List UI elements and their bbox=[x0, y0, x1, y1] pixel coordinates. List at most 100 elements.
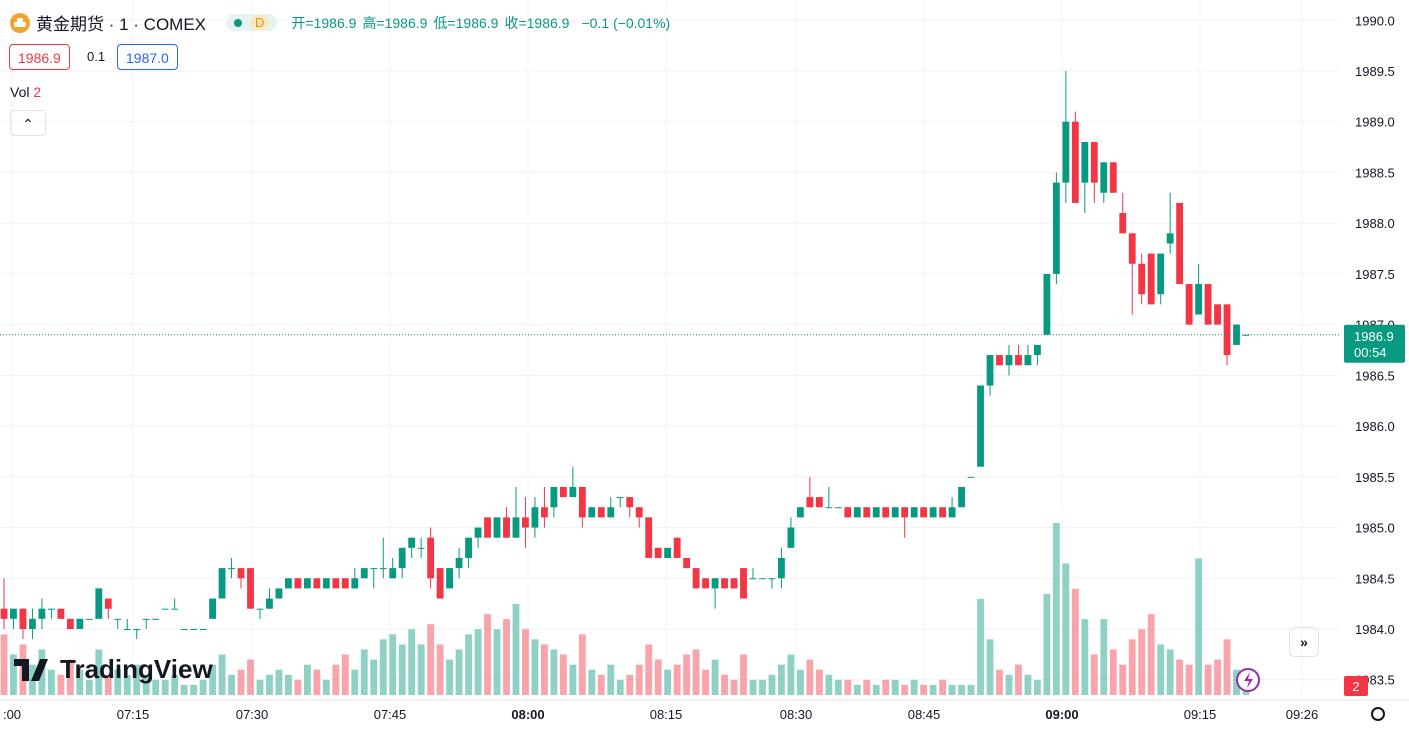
candle-body bbox=[1204, 284, 1212, 325]
volume-bar bbox=[47, 669, 55, 695]
volume-bar bbox=[123, 674, 131, 695]
ohlc-label: 高= bbox=[362, 14, 385, 31]
y-tick-label: 1986.0 bbox=[1355, 419, 1395, 434]
volume-bar bbox=[1005, 674, 1013, 695]
candle-body bbox=[360, 568, 368, 579]
candle-body bbox=[645, 517, 653, 558]
candle-body bbox=[199, 628, 207, 630]
volume-bar bbox=[266, 674, 273, 695]
logo-text: TradingView bbox=[60, 654, 213, 684]
ohlc-label: 开= bbox=[291, 14, 314, 31]
volume-bar bbox=[1109, 649, 1117, 695]
volume-bar bbox=[806, 659, 814, 695]
candle-body bbox=[1043, 273, 1051, 335]
bid[interactable]: 1986.9 bbox=[9, 44, 70, 70]
candle-body bbox=[977, 385, 984, 467]
candle-body bbox=[1062, 121, 1070, 183]
y-tick-label: 1984.5 bbox=[1355, 571, 1395, 586]
candle-body bbox=[692, 568, 700, 589]
candle-body bbox=[285, 578, 292, 589]
lightning-bolt bbox=[1244, 672, 1253, 688]
volume-bar bbox=[1185, 664, 1193, 695]
candle-body bbox=[834, 507, 842, 509]
y-tick-label: 1984.0 bbox=[1355, 622, 1395, 637]
volume-bar bbox=[1071, 588, 1079, 695]
volume-bar bbox=[417, 644, 425, 695]
volume-bar bbox=[683, 654, 691, 695]
candle-body bbox=[796, 507, 804, 518]
volume-bar bbox=[0, 634, 8, 695]
volume-bar bbox=[740, 654, 747, 695]
volume-bar bbox=[759, 679, 766, 695]
volume-bar bbox=[901, 684, 909, 695]
candle-body bbox=[1166, 233, 1174, 244]
vol-label: Vol bbox=[10, 84, 30, 100]
candle-body bbox=[294, 578, 302, 589]
x-tick-label: 08:30 bbox=[780, 707, 813, 722]
volume-bar bbox=[1147, 614, 1155, 695]
status[interactable]: D bbox=[226, 14, 278, 31]
symbol[interactable]: 黄金期货 · 1 · COMEX bbox=[36, 15, 207, 34]
candle-body bbox=[711, 578, 719, 589]
candle-body bbox=[408, 537, 416, 548]
symbol-row: 黄金期货 · 1 · COMEX D 开=1986.9 高=1986.9 低=198… bbox=[10, 10, 670, 35]
candle-body bbox=[825, 507, 833, 509]
candle-body bbox=[29, 618, 36, 629]
candle-body bbox=[815, 497, 823, 508]
candle-body bbox=[266, 598, 273, 609]
volume-bar bbox=[635, 664, 643, 695]
candle-body bbox=[209, 598, 216, 619]
volume-bar bbox=[578, 634, 586, 695]
volume-bar bbox=[872, 684, 880, 695]
volume-bar bbox=[996, 669, 1003, 695]
candle-body bbox=[85, 618, 93, 620]
volume-bar bbox=[209, 664, 216, 695]
candle-body bbox=[47, 608, 55, 610]
volume-bar bbox=[512, 603, 520, 695]
symbol-icon bbox=[10, 12, 30, 33]
volume-bar bbox=[1024, 674, 1032, 695]
candle-body bbox=[939, 507, 947, 518]
price-badge bbox=[1344, 324, 1405, 363]
x-tick-label: 08:15 bbox=[650, 707, 683, 722]
candle-body bbox=[10, 608, 17, 619]
volume-bar bbox=[844, 679, 852, 695]
ohlc-label: 收= bbox=[504, 14, 527, 31]
candle-body bbox=[768, 578, 776, 580]
volume-bar bbox=[10, 654, 17, 695]
volume-bar bbox=[313, 669, 321, 695]
candle-body bbox=[901, 507, 909, 518]
candle-body bbox=[740, 568, 747, 599]
volume-bar bbox=[721, 674, 728, 695]
vol-legend: Vol 2 bbox=[10, 84, 41, 100]
spread: 0.1 bbox=[87, 49, 106, 64]
x-tick-label: 09:00 bbox=[1045, 707, 1078, 722]
volume-bar bbox=[673, 664, 681, 695]
candle-body bbox=[550, 486, 558, 508]
candle-body bbox=[247, 568, 254, 609]
candle-body bbox=[958, 486, 965, 508]
candle-body bbox=[996, 355, 1003, 366]
volume-bar bbox=[711, 659, 719, 695]
candle-body bbox=[142, 618, 150, 620]
scroll-button[interactable]: » bbox=[1289, 627, 1319, 657]
candle-body bbox=[0, 608, 8, 619]
volume-bar bbox=[455, 649, 463, 695]
candle-body bbox=[1223, 304, 1231, 356]
candle-body bbox=[702, 578, 710, 589]
collapse-button[interactable]: ⌃ bbox=[10, 110, 46, 136]
candle-body bbox=[332, 578, 340, 589]
price-badge-value: 1986.9 bbox=[1354, 329, 1394, 344]
volume-bar bbox=[152, 679, 160, 695]
candle-body bbox=[569, 486, 577, 498]
candle-body bbox=[180, 628, 188, 630]
volume-badge-value: 2 bbox=[1352, 679, 1359, 694]
volume-bar bbox=[986, 639, 994, 695]
ask[interactable]: 1987.0 bbox=[117, 44, 178, 70]
y-tick-label: 1985.0 bbox=[1355, 521, 1395, 536]
volume-bar bbox=[815, 669, 823, 695]
candle-body bbox=[597, 507, 605, 518]
candle-body bbox=[19, 608, 27, 629]
